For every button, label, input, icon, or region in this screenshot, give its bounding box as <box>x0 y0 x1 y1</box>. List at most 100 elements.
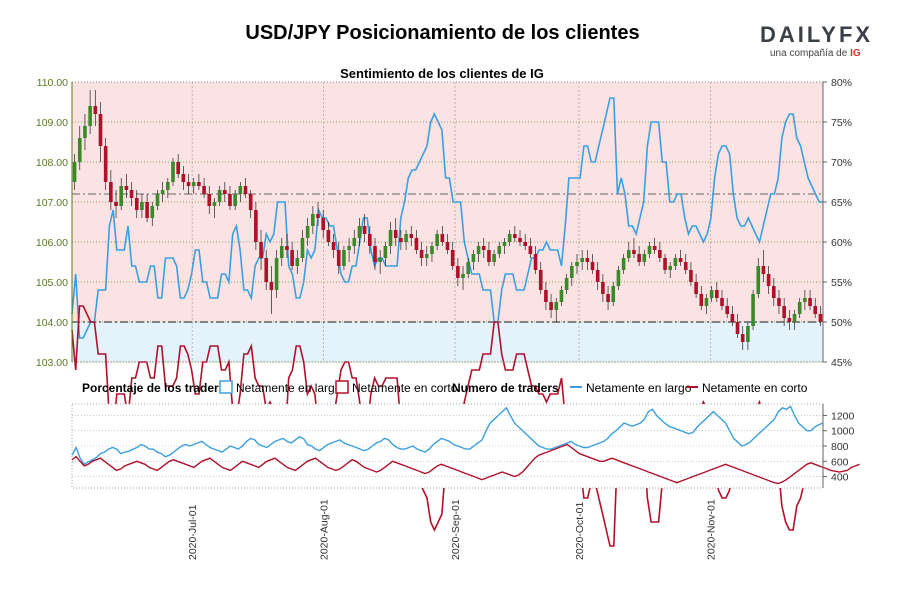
x-tick-label: 2020-Oct-01 <box>574 501 586 560</box>
candle-body <box>595 270 600 282</box>
candle-body <box>740 334 745 342</box>
candle-body <box>352 238 357 246</box>
candle-body <box>279 246 284 258</box>
candle-body <box>704 298 709 306</box>
legend-pct-long: Netamente en largo <box>236 381 342 395</box>
x-tick-label: 2020-Nov-01 <box>705 499 717 560</box>
candle-body <box>803 298 807 302</box>
candle-body <box>668 266 673 270</box>
candle-body <box>248 194 253 210</box>
count-tick-label: 1200 <box>831 410 855 422</box>
left-tick-label: 103.00 <box>36 357 68 369</box>
candle-body <box>554 302 559 310</box>
candle-body <box>342 250 346 266</box>
candle-body <box>166 182 170 190</box>
candle-body <box>626 250 631 258</box>
candle-body <box>683 262 688 270</box>
left-tick-label: 110.00 <box>37 77 68 89</box>
chart-title: Sentimiento de los clientes de IG <box>340 66 544 81</box>
candle-body <box>305 226 310 238</box>
candle-body <box>259 242 263 258</box>
candle-body <box>404 234 408 242</box>
count-tick-label: 400 <box>831 472 849 484</box>
candle-body <box>88 106 92 126</box>
candle-body <box>212 202 217 206</box>
candle-body <box>290 250 294 266</box>
candle-body <box>445 242 450 250</box>
candle-body <box>300 238 305 258</box>
x-axis: 2020-Jul-01 2020-Aug-01 2020-Sep-01 2020-Oc… <box>187 499 717 560</box>
candle-body <box>513 234 517 238</box>
candle-body <box>756 266 761 294</box>
candle-body <box>176 162 180 174</box>
candle-body <box>155 194 160 206</box>
candle-body <box>549 302 553 310</box>
candle-body <box>575 262 579 266</box>
candle-body <box>399 238 403 242</box>
candle-body <box>430 246 434 254</box>
candle-body <box>663 258 667 270</box>
left-tick-label: 108.00 <box>36 157 68 169</box>
candle-body <box>792 314 797 322</box>
candle-body <box>222 190 227 194</box>
candle-body <box>456 266 460 278</box>
legend-pct-title: Porcentaje de los traders <box>82 381 226 395</box>
legend-pct-short-swatch <box>335 380 349 394</box>
candle-body <box>658 250 662 258</box>
right-tick-label: 45% <box>831 357 852 369</box>
candle-body <box>202 186 206 194</box>
candle-body <box>502 242 507 246</box>
candle-body <box>295 258 300 266</box>
candle-body <box>109 182 113 202</box>
candle-body <box>93 106 98 114</box>
candle-body <box>466 262 471 274</box>
candle-body <box>269 282 274 290</box>
candle-body <box>383 246 388 258</box>
candle-body <box>715 290 719 298</box>
legend-pct-long-swatch <box>219 380 233 394</box>
candle-body <box>797 302 802 314</box>
candle-body <box>652 246 657 250</box>
candle-body <box>611 286 616 302</box>
right-tick-label: 80% <box>831 77 852 89</box>
lower-zone <box>72 322 823 362</box>
candle-body <box>450 250 455 266</box>
candle-body <box>207 194 212 206</box>
candle-body <box>782 306 786 318</box>
legend-num-short: Netamente en corto <box>702 381 808 395</box>
legend: Porcentaje de los traders Netamente en l… <box>82 380 808 395</box>
count-tick-label: 1000 <box>831 426 855 438</box>
candle-body <box>461 274 465 278</box>
candle-body <box>336 250 341 266</box>
candle-body <box>217 190 222 202</box>
candle-body <box>808 298 812 306</box>
x-tick-label: 2020-Jul-01 <box>187 504 199 560</box>
candle-body <box>746 326 750 342</box>
candle-body <box>471 254 476 262</box>
candle-body <box>150 206 155 218</box>
candle-body <box>367 234 372 246</box>
right-tick-label: 75% <box>831 117 852 129</box>
candle-body <box>647 246 652 254</box>
candle-body <box>440 234 445 242</box>
candle-body <box>274 258 279 290</box>
dailyfx-logo: DAILYFX una compañía de IG <box>760 22 870 62</box>
series-long-pct <box>71 97 823 339</box>
candle-body <box>476 246 481 254</box>
candle-body <box>326 230 331 242</box>
candle-body <box>419 250 424 258</box>
candle-body <box>761 266 766 274</box>
right-tick-label: 70% <box>831 157 852 169</box>
candle-body <box>564 278 569 290</box>
series-short-count <box>71 443 860 485</box>
candle-body <box>632 250 636 254</box>
candle-body <box>709 290 714 298</box>
candle-body <box>357 226 362 238</box>
count-tick-label: 600 <box>831 456 849 468</box>
candle-body <box>507 234 512 242</box>
candle-body <box>243 186 248 194</box>
right-tick-label: 50% <box>831 317 852 329</box>
candle-body <box>129 190 134 198</box>
candle-body <box>311 214 315 226</box>
